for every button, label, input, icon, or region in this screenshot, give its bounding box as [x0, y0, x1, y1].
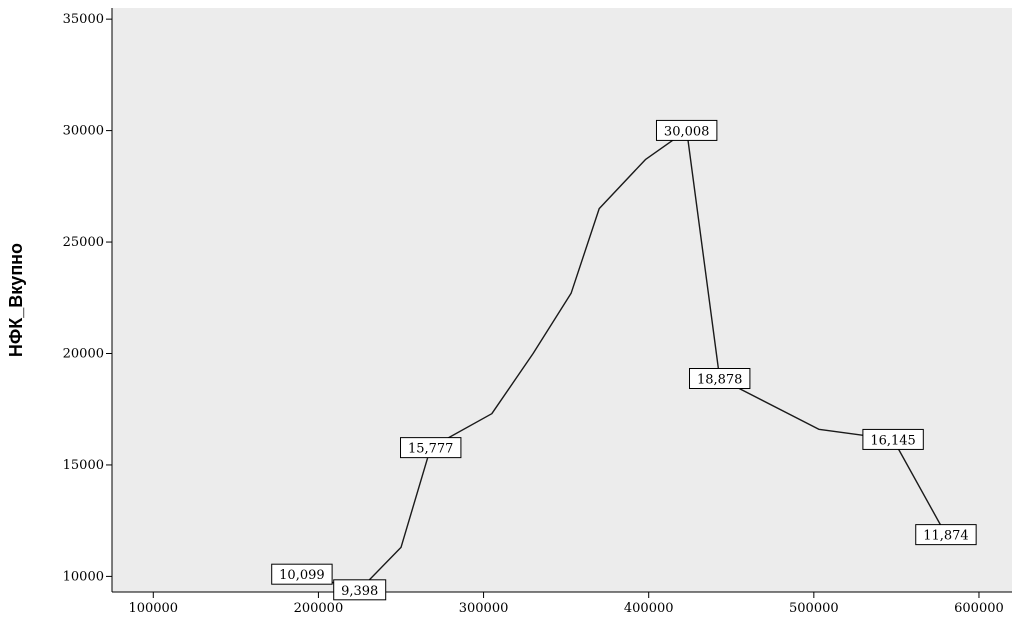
- x-tick-label: 100000: [128, 601, 178, 616]
- x-tick-label: 200000: [294, 601, 344, 616]
- data-label-text: 16,145: [870, 433, 916, 448]
- data-label-box: [333, 579, 387, 601]
- data-label: 30,008: [655, 119, 718, 141]
- data-label: 9,398: [333, 579, 387, 601]
- data-label-box: [655, 119, 718, 141]
- data-label-text: 11,874: [923, 529, 969, 544]
- y-tick-label: 10000: [63, 569, 104, 584]
- data-label: 16,145: [862, 428, 924, 450]
- data-label: 10,099: [271, 563, 333, 585]
- data-label: 18,878: [689, 368, 751, 390]
- axes: 10000 15000 20000 25000 30000 35000 100000 2000…: [63, 8, 1012, 616]
- data-label-text: 15,777: [408, 442, 454, 457]
- y-tick-label: 35000: [63, 12, 104, 27]
- data-label-text: 18,878: [697, 373, 743, 388]
- data-label-text: 10,099: [279, 568, 325, 583]
- x-tick-label: 500000: [789, 601, 839, 616]
- y-tick-label: 30000: [63, 124, 104, 139]
- y-tick-label: 25000: [63, 235, 104, 250]
- data-label-box: [915, 524, 977, 546]
- x-tick-label: 400000: [624, 601, 674, 616]
- plot-area: [112, 8, 1012, 592]
- y-axis-title: НФК_Вкупно: [6, 243, 26, 357]
- data-label-box: [862, 428, 924, 450]
- data-label-box: [400, 437, 462, 459]
- data-label: 11,874: [915, 524, 977, 546]
- series-line: [301, 129, 947, 591]
- x-tick-label: 600000: [954, 601, 1004, 616]
- data-label-text: 9,398: [341, 584, 378, 599]
- y-tick-label: 15000: [63, 458, 104, 473]
- data-label-text: 30,008: [664, 124, 710, 139]
- x-tick-label: 300000: [459, 601, 509, 616]
- data-label-box: [689, 368, 751, 390]
- y-tick-label: 20000: [63, 346, 104, 361]
- data-labels: 10,099 9,398 15,777 30,008 18,878 16,145 11,87…: [271, 119, 977, 601]
- data-label-box: [271, 563, 333, 585]
- data-label: 15,777: [400, 437, 462, 459]
